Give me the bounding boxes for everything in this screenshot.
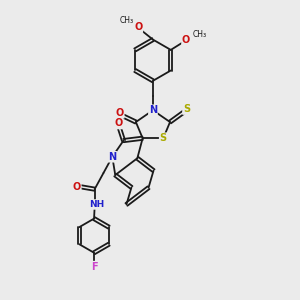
Text: CH₃: CH₃ — [120, 16, 134, 25]
Text: O: O — [114, 118, 122, 128]
Text: O: O — [116, 108, 124, 118]
Text: N: N — [108, 152, 116, 162]
Text: NH: NH — [89, 200, 104, 209]
Text: O: O — [73, 182, 81, 192]
Text: N: N — [149, 105, 157, 115]
Text: F: F — [91, 262, 98, 272]
Text: S: S — [183, 104, 190, 114]
Text: O: O — [182, 34, 190, 45]
Text: O: O — [134, 22, 142, 32]
Text: S: S — [160, 133, 167, 143]
Text: CH₃: CH₃ — [192, 30, 206, 39]
